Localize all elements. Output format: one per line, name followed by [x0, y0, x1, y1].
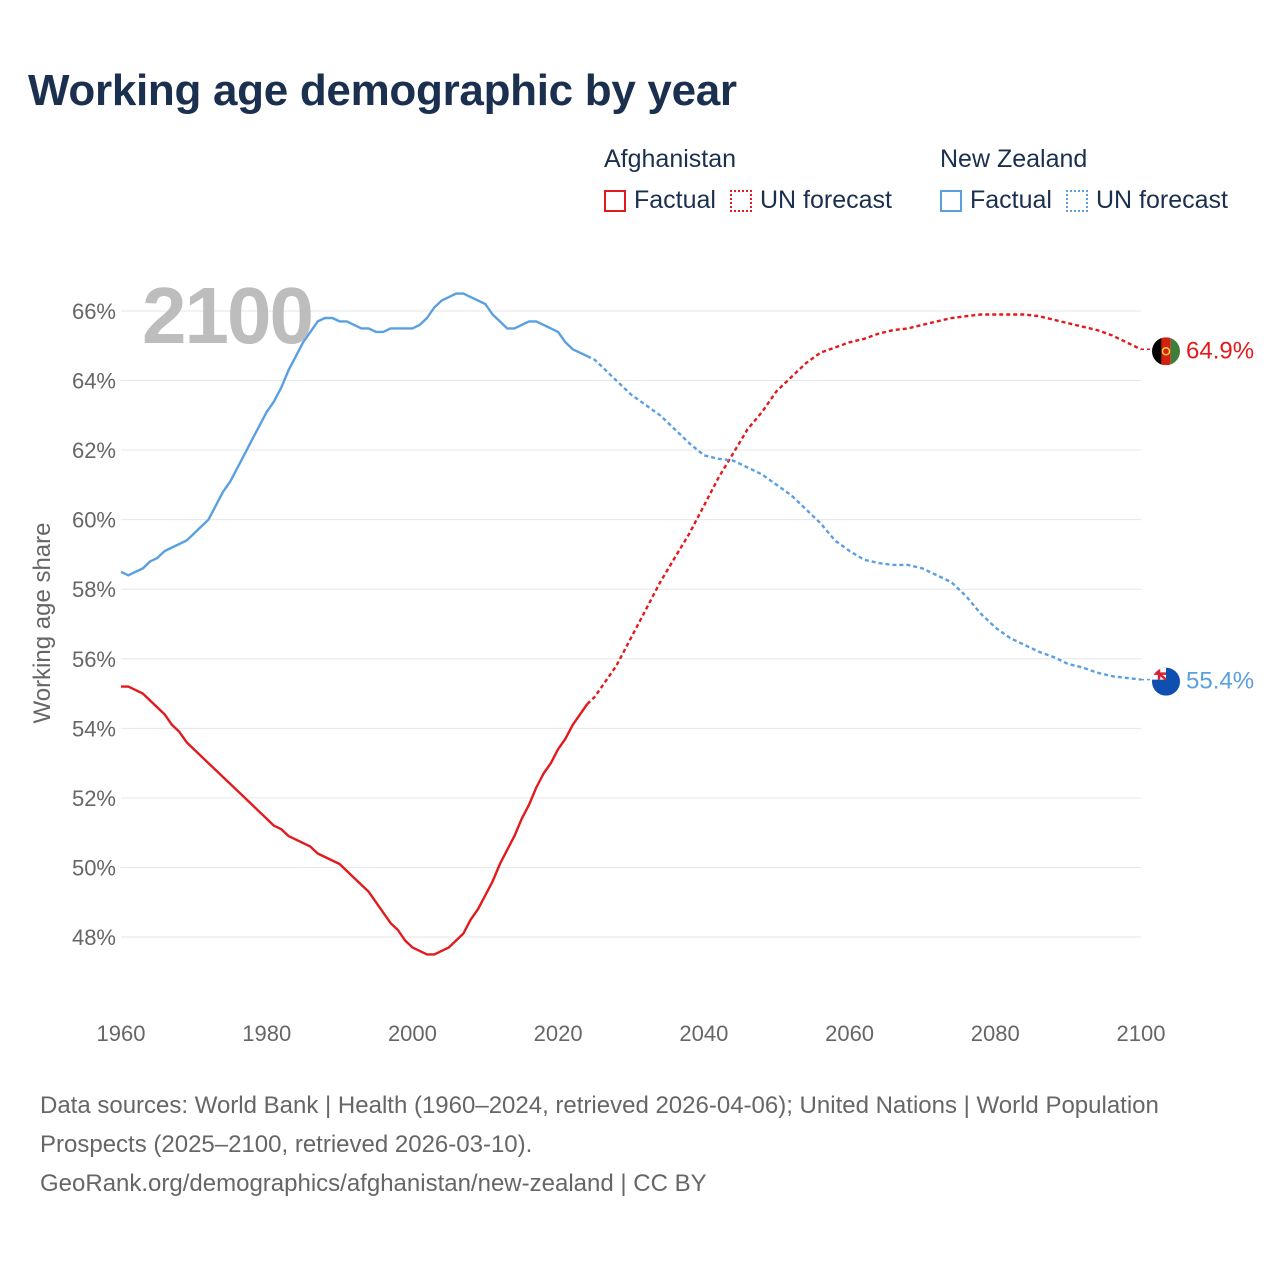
legend-group-afghanistan: Afghanistan Factual UN forecast [604, 144, 906, 215]
legend-group-name: Afghanistan [604, 145, 737, 173]
afghanistan-flag-icon [1152, 337, 1180, 366]
series-line-new-zealand-factual [120, 292, 588, 577]
y-tick-label: 64% [72, 369, 116, 394]
legend-label: UN forecast [1095, 186, 1228, 214]
x-tick-label: 1960 [97, 1021, 146, 1046]
series-line-afghanistan-forecast [586, 313, 1142, 705]
y-tick-label: 54% [72, 716, 116, 741]
x-tick-label: 1980 [242, 1021, 291, 1046]
y-tick-label: 52% [72, 786, 116, 811]
series-line-afghanistan-factual [121, 685, 589, 956]
y-axis-label: Working age share [29, 523, 56, 724]
legend-item-afghanistan-forecast[interactable]: UN forecast [729, 186, 892, 215]
x-tick-label: 2060 [825, 1021, 874, 1046]
series-line-new-zealand-forecast [586, 355, 1142, 681]
end-value-label: 55.4% [1186, 668, 1254, 695]
x-tick-label: 2020 [534, 1021, 583, 1046]
new-zealand-flag-icon [1152, 667, 1180, 696]
footer-attribution[interactable]: GeoRank.org/demographics/afghanistan/new… [40, 1170, 707, 1197]
legend-swatch-dotted [729, 189, 752, 212]
x-tick-label: 2040 [679, 1021, 728, 1046]
footer-sources: Data sources: World Bank | Health (1960–… [40, 1086, 1220, 1203]
legend-label: UN forecast [759, 186, 892, 214]
gridlines [121, 310, 1141, 938]
legend-group-new-zealand: New Zealand Factual UN forecast [940, 144, 1242, 215]
legend-swatch-solid [604, 189, 626, 212]
series [120, 292, 1142, 956]
y-tick-label: 66% [72, 299, 116, 324]
y-tick-label: 50% [72, 855, 116, 880]
y-tick-label: 56% [72, 647, 116, 672]
legend-swatch-dotted [1065, 189, 1088, 212]
end-value-label: 64.9% [1186, 337, 1254, 364]
y-axis-ticks: 48% 50% 52% 54% 56% 58% 60% 62% 64% 66% [72, 299, 116, 950]
legend-group-name: New Zealand [940, 145, 1088, 173]
legend-item-new-zealand-factual[interactable]: Factual [940, 186, 1052, 215]
legend-label: Factual [970, 186, 1052, 214]
legend-item-afghanistan-factual[interactable]: Factual [604, 186, 716, 215]
chart-title: Working age demographic by year [28, 66, 737, 115]
x-tick-label: 2080 [971, 1021, 1020, 1046]
y-tick-label: 62% [72, 438, 116, 463]
legend-swatch-solid [940, 189, 962, 212]
line-chart: 48% 50% 52% 54% 56% 58% 60% 62% 64% 66% 1960 1980 2… [29, 292, 1254, 1046]
y-tick-label: 58% [72, 577, 116, 602]
end-markers: 64.9% 55.4% [1141, 337, 1254, 696]
footer-sources-text: Data sources: World Bank | Health (1960–… [40, 1092, 1159, 1158]
legend-label: Factual [634, 186, 716, 214]
current-year-display: 2100 [142, 271, 314, 360]
x-tick-label: 2000 [388, 1021, 437, 1046]
y-tick-label: 48% [72, 925, 116, 950]
y-tick-label: 60% [72, 508, 116, 533]
legend-item-new-zealand-forecast[interactable]: UN forecast [1065, 186, 1228, 215]
x-tick-label: 2100 [1117, 1021, 1166, 1046]
x-axis-ticks: 1960 1980 2000 2020 2040 2060 2080 2100 [97, 1021, 1166, 1046]
